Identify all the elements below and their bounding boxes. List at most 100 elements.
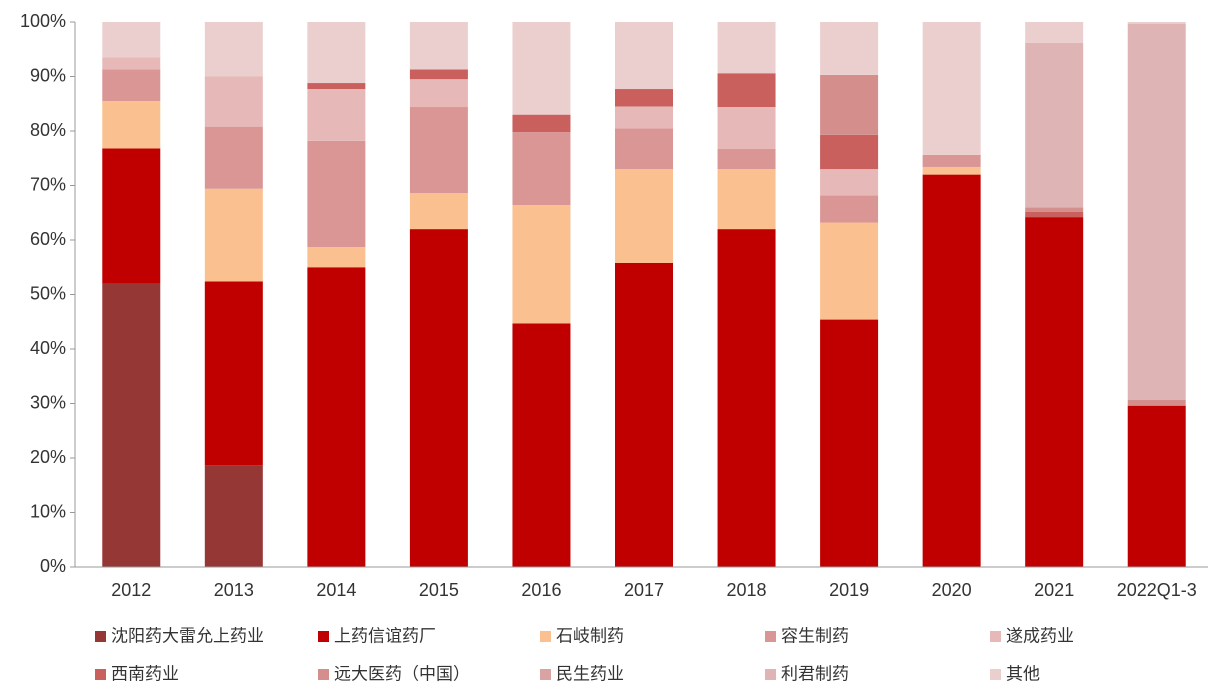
bar-segment xyxy=(409,229,468,567)
bar-segment xyxy=(307,83,366,90)
bar-segment xyxy=(820,319,879,567)
bar-segment xyxy=(102,57,161,70)
legend-label: 其他 xyxy=(1006,665,1040,685)
bar-segment xyxy=(409,79,468,108)
bar-segment xyxy=(409,107,468,194)
legend-swatch xyxy=(765,631,776,642)
bar-segment xyxy=(204,188,263,282)
y-tick-label: 30% xyxy=(30,392,66,412)
bar-segment xyxy=(717,229,776,567)
bar-segment xyxy=(922,174,981,567)
legend-label: 遂成药业 xyxy=(1006,627,1074,647)
y-tick-label: 40% xyxy=(30,338,66,358)
bar-segment xyxy=(615,128,673,170)
bar-segment xyxy=(307,140,366,248)
legend-swatch xyxy=(318,631,329,642)
legend-label: 容生制药 xyxy=(781,627,849,647)
bar-segment xyxy=(820,222,879,320)
bar-segment xyxy=(1025,22,1084,43)
bar-segment xyxy=(820,169,879,196)
bar-segment xyxy=(820,22,879,75)
bar-segment xyxy=(102,101,161,149)
bar-segment xyxy=(717,107,776,149)
bar-segment xyxy=(615,106,673,129)
x-tick-label: 2020 xyxy=(932,580,972,600)
bar-segment xyxy=(307,22,366,84)
bar-segment xyxy=(1025,42,1084,208)
bar-segment xyxy=(820,134,879,170)
legend-swatch xyxy=(95,631,106,642)
bar-segment xyxy=(1127,23,1186,400)
y-tick-label: 10% xyxy=(30,501,66,521)
y-tick-label: 50% xyxy=(30,283,66,303)
bar-segment xyxy=(204,281,263,466)
bar-segment xyxy=(204,465,263,567)
legend-swatch xyxy=(540,669,551,680)
bar-segment xyxy=(1025,211,1084,218)
y-tick-label: 90% xyxy=(30,65,66,85)
bar-segment xyxy=(409,22,468,70)
bar-segment xyxy=(102,22,161,58)
bar-segment xyxy=(204,22,263,77)
legend-label: 民生药业 xyxy=(556,665,624,685)
x-tick-label: 2019 xyxy=(829,580,869,600)
bar-segment xyxy=(717,73,776,108)
legend-label: 上药信谊药厂 xyxy=(334,627,436,647)
bar-segment xyxy=(512,114,571,133)
bar-segment xyxy=(409,193,468,230)
bar-segment xyxy=(820,195,879,223)
legend-label: 利君制药 xyxy=(781,665,849,685)
legend-label: 石岐制药 xyxy=(556,627,624,647)
x-tick-label: 2022Q1-3 xyxy=(1117,580,1197,600)
legend-swatch xyxy=(765,669,776,680)
legend-label: 远大医药（中国） xyxy=(334,665,470,685)
bar-segment xyxy=(717,22,776,74)
bar-segment xyxy=(102,148,161,284)
y-tick-label: 100% xyxy=(20,11,66,31)
bar-segment xyxy=(1127,405,1186,567)
bar-segment xyxy=(102,69,161,102)
x-tick-label: 2012 xyxy=(111,580,151,600)
x-tick-label: 2018 xyxy=(727,580,767,600)
bar-segment xyxy=(717,169,776,230)
x-tick-label: 2014 xyxy=(316,580,356,600)
bar-segment xyxy=(102,283,161,567)
bar-segment xyxy=(820,74,879,135)
bar-segment xyxy=(1025,217,1084,568)
bar-segment xyxy=(204,76,263,127)
bar-segment xyxy=(717,148,776,170)
bar-segment xyxy=(615,169,673,263)
x-tick-label: 2015 xyxy=(419,580,459,600)
bar-segment xyxy=(922,166,981,175)
bar-segment xyxy=(512,323,571,567)
bar-segment xyxy=(204,126,263,189)
legend-swatch xyxy=(990,669,1001,680)
y-tick-label: 20% xyxy=(30,447,66,467)
legend-label: 西南药业 xyxy=(111,665,179,685)
bar-segment xyxy=(615,262,673,567)
legend-label: 沈阳药大雷允上药业 xyxy=(111,627,264,647)
bar-segment xyxy=(307,89,366,141)
x-tick-label: 2013 xyxy=(214,580,254,600)
y-tick-label: 80% xyxy=(30,120,66,140)
bar-segment xyxy=(307,247,366,268)
bar-segment xyxy=(922,22,981,155)
bar-segment xyxy=(1127,22,1186,24)
bar-segment xyxy=(615,89,673,107)
bar-segment xyxy=(512,22,571,115)
bar-segment xyxy=(307,267,366,567)
bar-segment xyxy=(512,132,571,206)
bar-segment xyxy=(1127,399,1186,406)
bar-segment xyxy=(922,154,981,167)
x-tick-label: 2021 xyxy=(1034,580,1074,600)
x-tick-label: 2017 xyxy=(624,580,664,600)
legend-swatch xyxy=(95,669,106,680)
y-tick-label: 0% xyxy=(40,556,66,576)
y-tick-label: 60% xyxy=(30,229,66,249)
bar-segment xyxy=(512,205,571,324)
legend-swatch xyxy=(990,631,1001,642)
bar-segment xyxy=(409,69,468,80)
legend-swatch xyxy=(318,669,329,680)
x-tick-label: 2016 xyxy=(521,580,561,600)
